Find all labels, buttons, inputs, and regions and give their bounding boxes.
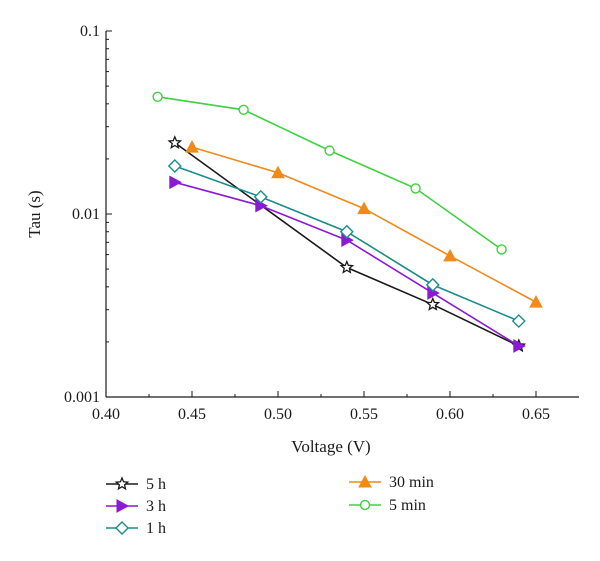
series-line-5-min: [157, 95, 503, 251]
x-tick-label: 0.65: [522, 406, 550, 423]
data-point-30-min: [529, 295, 543, 308]
x-tick-label: 0.50: [264, 406, 292, 423]
legend-marker-1-h: [115, 521, 129, 535]
series-line-30-min: [191, 146, 537, 303]
data-point-1-h: [167, 158, 182, 173]
data-point-5-h: [339, 259, 355, 274]
data-point-1-h: [253, 189, 268, 204]
data-point-5-min: [152, 91, 163, 102]
data-point-5-h: [167, 135, 183, 150]
data-point-5-h: [425, 296, 441, 311]
data-point-30-min: [185, 140, 199, 153]
legend-label-3-h: 3 h: [146, 498, 166, 515]
legend-label-1-h: 1 h: [146, 520, 166, 537]
data-point-5-min: [410, 183, 421, 194]
data-point-1-h: [425, 277, 440, 292]
legend-label-5-min: 5 min: [389, 497, 426, 514]
legend: 5 h 3 h 1 h 30 min 5 min: [106, 474, 434, 537]
data-point-30-min: [271, 165, 285, 179]
plot-layer: 0.40 0.45 0.50 0.55 0.60 0.65 0.001 0.01 0.1: [64, 23, 579, 423]
y-axis-label: Tau (s): [25, 190, 44, 237]
y-tick-label: 0.01: [72, 206, 100, 223]
data-point-5-min: [496, 244, 507, 255]
data-point-30-min: [357, 201, 371, 215]
legend-label-30-min: 30 min: [389, 474, 434, 491]
x-tick-label: 0.45: [178, 406, 206, 423]
data-point-3-h: [513, 339, 526, 353]
x-tick-label: 0.40: [92, 406, 120, 423]
legend-label-5-h: 5 h: [146, 476, 166, 493]
x-tick-label: 0.55: [350, 406, 378, 423]
data-point-3-h: [169, 175, 182, 190]
data-point-1-h: [339, 224, 354, 239]
y-tick-label: 0.001: [64, 389, 100, 406]
y-tick-label: 0.1: [80, 23, 100, 40]
data-point-5-min: [238, 104, 249, 116]
legend-marker-5-min: [359, 499, 371, 511]
legend-marker-5-h: [114, 476, 130, 491]
x-tick-label: 0.60: [436, 406, 464, 423]
x-axis-label: Voltage (V): [291, 437, 370, 456]
data-point-5-min: [324, 145, 335, 156]
data-point-1-h: [511, 314, 526, 329]
legend-marker-3-h: [116, 499, 130, 513]
data-point-30-min: [443, 248, 457, 262]
series-line-5-h: [174, 142, 520, 347]
legend-marker-30-min: [358, 474, 372, 488]
